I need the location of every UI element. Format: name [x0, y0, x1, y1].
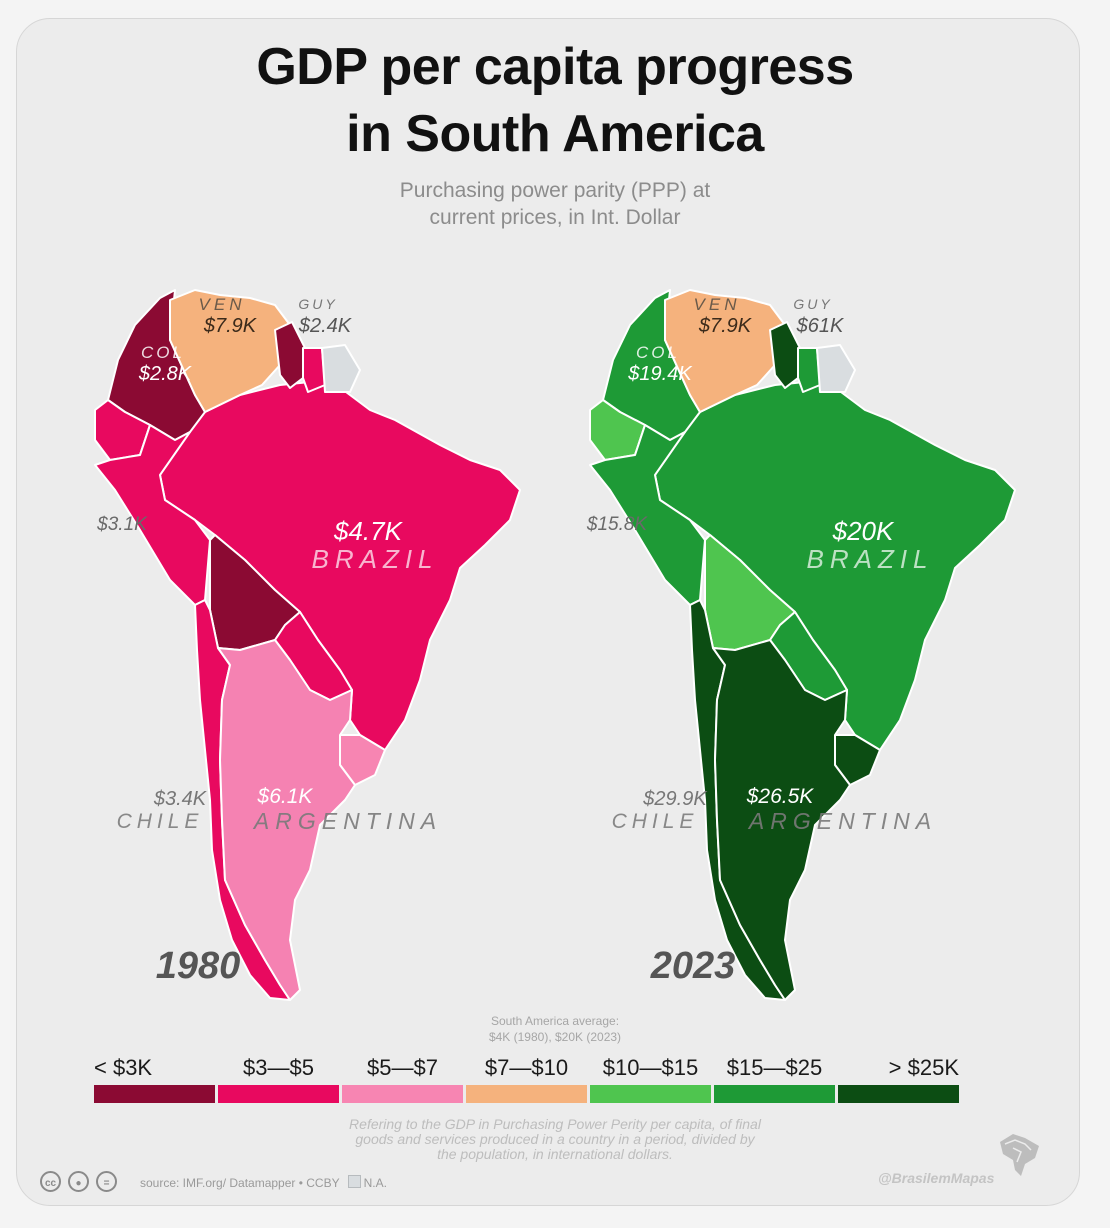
legend-swatch [714, 1085, 835, 1103]
label-guy-code: GUY [298, 296, 337, 312]
region-argentina [217, 639, 356, 1001]
legend-swatch [466, 1085, 587, 1103]
by-icon: ● [68, 1171, 89, 1192]
definition-line-3: the population, in international dollars… [437, 1146, 673, 1162]
nd-icon: = [96, 1171, 117, 1192]
region-argentina [712, 639, 851, 1001]
label-brazil-value: $4.7K [333, 516, 404, 546]
legend-swatch [838, 1085, 959, 1103]
label-brazil-name: BRAZIL [806, 544, 933, 574]
source-text: source: IMF.org/ Datamapper • CCBY [140, 1176, 340, 1190]
subtitle-line-2: current prices, in Int. Dollar [429, 206, 681, 229]
brand-logo-icon [1000, 1134, 1039, 1176]
legend-swatch [590, 1085, 711, 1103]
label-peru-value: $3.1K [96, 514, 148, 535]
legend-label: $7—$10 [484, 1055, 569, 1080]
label-argentina-value: $26.5K [746, 785, 815, 808]
legend-label: $10—$15 [602, 1055, 699, 1080]
average-line-1: South America average: [490, 1014, 620, 1028]
region-guyana [769, 321, 801, 389]
label-brazil-value: $20K [832, 516, 895, 546]
label-ven-value: $7.9K [698, 315, 753, 337]
region-peru [589, 424, 706, 606]
year-label: 1980 [156, 945, 241, 987]
na-label: N.A. [363, 1176, 387, 1190]
label-guy-code: GUY [793, 296, 832, 312]
average-line-2: $4K (1980), $20K (2023) [488, 1030, 622, 1044]
label-chile-value: $3.4K [153, 788, 208, 810]
title-line-2: in South America [346, 105, 764, 163]
label-argentina-name: ARGENTINA [747, 808, 937, 834]
region-suriname [797, 347, 821, 393]
legend-swatch [94, 1085, 215, 1103]
label-argentina-name: ARGENTINA [252, 808, 442, 834]
legend-swatch [342, 1085, 463, 1103]
legend-label: $15—$25 [726, 1055, 823, 1080]
definition-line-1: Refering to the GDP in Purchasing Power … [349, 1116, 761, 1132]
na-swatch [347, 1175, 361, 1188]
region-french-guiana [321, 344, 361, 393]
region-peru [94, 424, 211, 606]
legend-label: > $25K [888, 1055, 959, 1080]
source-credit: source: IMF.org/ Datamapper • CCBY N.A. [140, 1175, 387, 1190]
label-ven-code: VEN [694, 295, 741, 314]
label-col-value: $19.4K [627, 363, 693, 385]
definition-line-2: goods and services produced in a country… [355, 1131, 755, 1147]
label-col-code: COL [636, 343, 680, 362]
title-line-1: GDP per capita progress [256, 38, 854, 96]
label-col-code: COL [141, 343, 185, 362]
legend-label: $5—$7 [367, 1055, 438, 1080]
legend-label: $3—$5 [243, 1055, 314, 1080]
label-col-value: $2.8K [138, 363, 193, 385]
label-guy-value: $2.4K [298, 315, 353, 337]
label-chile-name: CHILE [117, 810, 204, 833]
cc-icon: cc [40, 1171, 61, 1192]
legend-label: < $3K [94, 1055, 153, 1080]
label-chile-name: CHILE [612, 810, 699, 833]
author-handle: @BrasilemMapas [878, 1170, 995, 1186]
legend-swatch [218, 1085, 339, 1103]
label-ven-value: $7.9K [203, 315, 258, 337]
map-2023: VEN$7.9K GUY $61K COL$19.4K $15.8K $20KBRAZIL… [586, 289, 1016, 1001]
region-suriname [302, 347, 326, 393]
label-brazil-name: BRAZIL [311, 544, 438, 574]
subtitle-line-1: Purchasing power parity (PPP) at [399, 179, 711, 202]
region-french-guiana [816, 344, 856, 393]
label-ven-code: VEN [199, 295, 246, 314]
label-guy-value: $61K [796, 315, 845, 337]
year-label: 2023 [650, 945, 736, 987]
label-argentina-value: $6.1K [257, 785, 314, 808]
map-1980: VEN$7.9K GUY $2.4K COL$2.8K $3.1K $4.7KBRAZIL… [94, 289, 521, 1001]
label-chile-value: $29.9K [642, 788, 708, 810]
label-peru-value: $15.8K [586, 514, 649, 535]
